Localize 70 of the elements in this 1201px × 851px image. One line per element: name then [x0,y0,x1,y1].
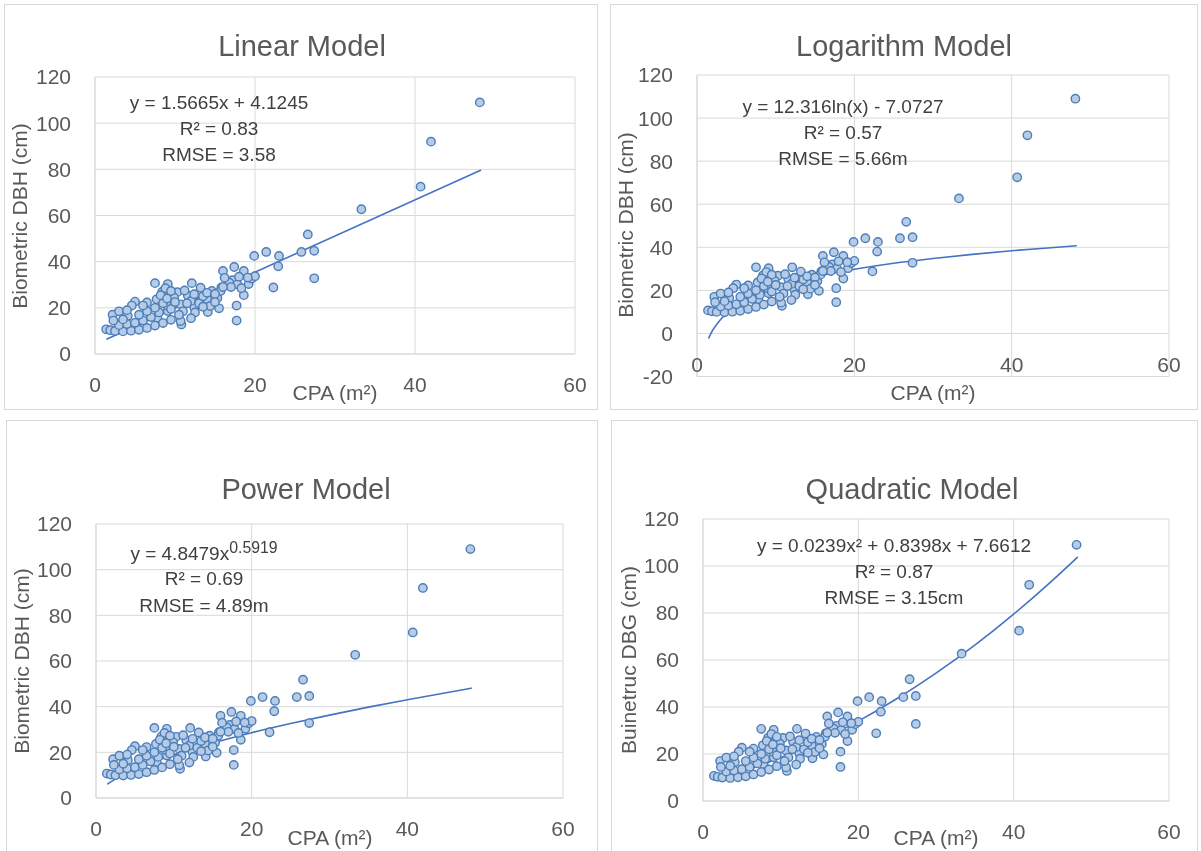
x-tick-label: 40 [395,817,420,841]
x-axis-title: CPA (m²) [287,826,373,850]
y-tick-label: 20 [48,740,72,764]
x-axis-title: CPA (m²) [890,381,976,405]
x-tick-label: 60 [563,373,587,397]
x-tick-label: 60 [1157,820,1181,844]
x-tick-label: 0 [691,352,703,376]
y-axis-title: Buinetruc DBG (cm) [617,566,641,754]
annotation: R² = 0.57 [803,121,883,144]
y-axis-title: Biometric DBH (cm) [10,568,34,754]
y-tick-label: 120 [643,507,679,531]
y-tick-label: 60 [48,649,72,673]
x-tick-label: 40 [999,352,1024,376]
y-tick-label: 120 [35,65,71,89]
annotation: RMSE = 5.66m [778,147,908,170]
y-tick-label: 0 [60,786,72,810]
y-tick-label: 0 [667,789,679,813]
x-tick-label: 20 [842,352,867,376]
y-tick-label: 100 [35,111,71,135]
y-tick-label: 60 [47,203,71,227]
y-tick-label: -20 [642,364,673,388]
annotation: y = 4.8479x$^{0.5919}$ [130,538,278,566]
chart-title: Logarithm Model [796,30,1012,63]
y-tick-label: 20 [47,296,71,320]
annotation: y = 12.316ln(x) - 7.0727 [742,95,944,118]
x-tick-label: 0 [90,817,102,841]
y-tick-label: 100 [637,106,673,130]
y-tick-label: 40 [48,695,72,719]
y-tick-label: 100 [36,558,72,582]
x-tick-label: 20 [239,817,264,841]
x-axis-title: CPA (m²) [893,826,979,850]
annotation: y = 0.0239x² + 0.8398x + 7.6612 [756,534,1032,557]
y-tick-label: 80 [655,601,679,625]
y-tick-label: 0 [661,321,673,345]
x-tick-label: 60 [551,817,575,841]
y-tick-label: 80 [48,603,72,627]
y-tick-label: 60 [649,192,673,216]
y-tick-label: 100 [643,554,679,578]
y-tick-label: 20 [649,278,673,302]
y-tick-label: 40 [655,695,679,719]
chart-title: Quadratic Model [805,473,1019,506]
x-tick-label: 0 [89,373,101,397]
annotation: R² = 0.87 [854,560,934,583]
y-tick-label: 80 [649,149,673,173]
annotation: RMSE = 3.58 [162,143,276,166]
annotation: R² = 0.83 [179,117,259,140]
annotation: RMSE = 4.89m [139,594,269,617]
y-tick-label: 120 [637,62,673,86]
x-tick-label: 20 [846,820,871,844]
x-axis-title: CPA (m²) [292,381,378,405]
y-tick-label: 60 [655,648,679,672]
line-series [106,687,472,785]
chart-title: Linear Model [218,30,386,63]
annotation: R² = 0.69 [164,567,244,590]
line-series [708,244,1077,339]
x-tick-label: 40 [1001,820,1026,844]
x-tick-label: 60 [1157,352,1181,376]
chart-title: Power Model [221,473,391,506]
annotation: y = 1.5665x + 4.1245 [129,91,309,114]
y-tick-label: 40 [649,235,673,259]
x-tick-label: 40 [403,373,427,397]
y-axis-title: Biometric DBH (cm) [614,132,638,319]
y-tick-label: 80 [47,157,71,181]
y-tick-label: 20 [655,742,679,766]
x-tick-label: 0 [697,820,709,844]
y-tick-label: 40 [47,250,71,274]
y-tick-label: 120 [36,512,72,536]
annotation: RMSE = 3.15cm [824,586,964,609]
x-tick-label: 20 [243,373,267,397]
y-axis-title: Biometric DBH (cm) [8,122,32,309]
